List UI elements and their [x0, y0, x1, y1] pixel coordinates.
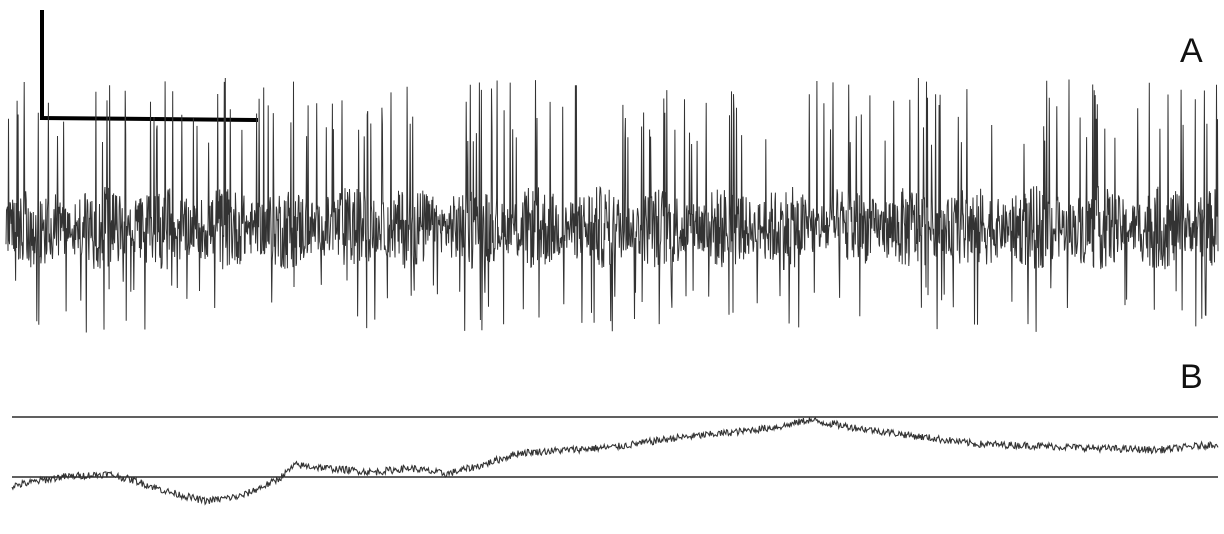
trace-b-series-line: [11, 417, 1219, 506]
panel-b: B: [11, 358, 1219, 506]
scale-bar: [39, 10, 259, 122]
panel-a: A: [5, 10, 1219, 333]
scale-bar-horizontal: [39, 116, 259, 122]
panel-b-label: B: [1180, 358, 1203, 396]
trace-a-series-line: [5, 77, 1219, 333]
panel-a-label: A: [1180, 32, 1203, 70]
